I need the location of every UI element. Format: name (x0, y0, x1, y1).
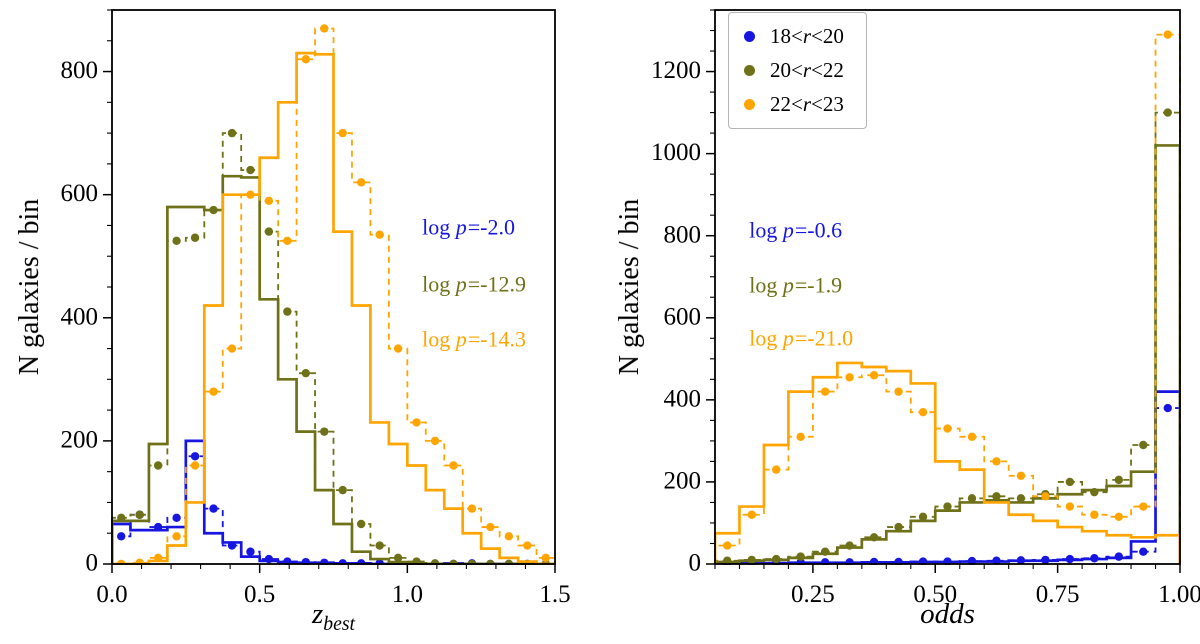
annotation-log-p: log p=-21.0 (749, 326, 853, 352)
annotation-text: =-14.3 (467, 326, 526, 352)
right-panel: N galaxies / bin odds 18<r<20 20<r<22 22<r… (600, 0, 1200, 644)
annotation-text: log (749, 217, 783, 243)
annotation-text: p (455, 271, 467, 297)
legend-label-text: 22< (770, 92, 803, 116)
annotation-text: =-2.0 (467, 214, 515, 240)
left-panel: N galaxies / bin zbest log p=-2.0 log p=-… (0, 0, 600, 644)
annotation-text: log (422, 326, 456, 352)
legend-item: 20<r<22 (744, 58, 844, 83)
legend-marker-icon (744, 65, 755, 76)
legend-label-text: <20 (811, 24, 844, 48)
annotation-text: =-0.6 (794, 217, 843, 243)
legend-label: 20<r<22 (770, 58, 844, 83)
legend-label-text: r (802, 24, 812, 48)
annotation-log-p: log p=-2.0 (422, 214, 515, 240)
legend-item: 18<r<20 (744, 24, 844, 49)
annotation-text: =-1.9 (794, 272, 843, 298)
legend-box: 18<r<20 20<r<22 22<r<23 (728, 12, 867, 129)
right-chart-canvas (600, 0, 1200, 644)
legend-label-text: r (802, 92, 812, 116)
legend-marker-icon (744, 31, 755, 42)
left-chart-canvas (0, 0, 600, 644)
annotation-text: =-12.9 (467, 271, 526, 297)
legend-item: 22<r<23 (744, 92, 844, 117)
legend-label: 22<r<23 (770, 92, 844, 117)
annotation-text: p (782, 217, 794, 243)
right-y-axis-label: N galaxies / bin (614, 198, 645, 376)
annotation-text: log (749, 326, 783, 352)
legend-marker-icon (744, 99, 755, 110)
annotation-text: p (455, 214, 467, 240)
annotation-text: log (422, 214, 456, 240)
left-x-axis-label-main: z (311, 598, 324, 630)
legend-label-text: <23 (811, 92, 844, 116)
legend-label-text: <22 (811, 58, 844, 82)
annotation-log-p: log p=-0.6 (749, 217, 842, 243)
right-x-axis-label-main: odds (920, 598, 975, 630)
annotation-text: p (782, 326, 794, 352)
annotation-log-p: log p=-14.3 (422, 327, 526, 353)
annotation-text: p (455, 326, 467, 352)
left-x-axis-label-sub: best (323, 612, 356, 635)
left-x-axis-label: zbest (112, 598, 555, 636)
legend-label-text: 18< (770, 24, 803, 48)
annotation-text: log (422, 271, 456, 297)
annotation-text: =-21.0 (794, 326, 854, 352)
legend-label: 18<r<20 (770, 24, 844, 49)
left-y-axis-label: N galaxies / bin (14, 198, 45, 376)
annotation-text: p (782, 272, 794, 298)
right-x-axis-label: odds (715, 598, 1180, 636)
annotation-log-p: log p=-1.9 (749, 273, 842, 299)
legend-label-text: r (802, 58, 812, 82)
annotation-text: log (749, 272, 783, 298)
legend-label-text: 20< (770, 58, 803, 82)
annotation-log-p: log p=-12.9 (422, 271, 526, 297)
